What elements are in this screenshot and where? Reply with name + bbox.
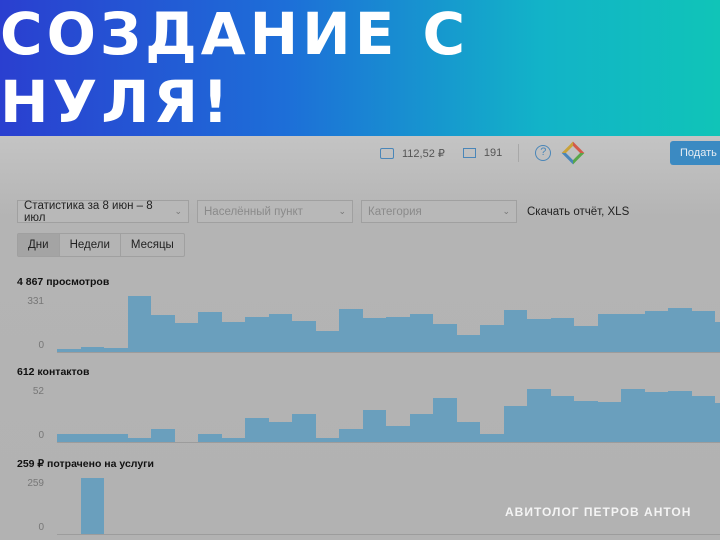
contacts-bar[interactable]: [597, 401, 621, 442]
views-bar[interactable]: [151, 315, 175, 352]
views-bar[interactable]: [550, 318, 574, 352]
contacts-bar[interactable]: [691, 396, 715, 442]
contacts-bar[interactable]: [433, 397, 457, 442]
contacts-bar[interactable]: [715, 403, 720, 442]
views-bar[interactable]: [80, 346, 104, 352]
contacts-bar[interactable]: [315, 438, 339, 442]
contacts-bar[interactable]: [151, 429, 175, 442]
wallet-icon: [380, 147, 394, 159]
contacts-bar[interactable]: [527, 388, 551, 442]
contacts-bar[interactable]: [57, 433, 81, 442]
contacts-bar[interactable]: [339, 429, 363, 442]
views-bar[interactable]: [503, 309, 527, 352]
y-tick-max: 259: [27, 478, 44, 489]
contacts-bar[interactable]: [409, 414, 433, 442]
category-select[interactable]: Категория ⌄: [361, 200, 517, 223]
promo-banner: СОЗДАНИЕ С НУЛЯ!: [0, 0, 720, 136]
contacts-chart-title: 612 контактов: [17, 366, 90, 378]
contacts-bar[interactable]: [80, 433, 104, 442]
tab-days[interactable]: Дни: [18, 234, 60, 256]
views-bar[interactable]: [597, 314, 621, 352]
contacts-bar[interactable]: [621, 388, 645, 442]
contacts-bar[interactable]: [668, 390, 692, 442]
avito-stats-screenshot: 112,52 ₽ 191 ? Подать объявление Статист…: [0, 136, 720, 540]
contacts-bar[interactable]: [268, 422, 292, 442]
views-bar[interactable]: [433, 324, 457, 352]
views-bar[interactable]: [268, 314, 292, 352]
period-select[interactable]: Статистика за 8 июн – 8 июл ⌄: [17, 199, 189, 224]
contacts-bar[interactable]: [456, 422, 480, 442]
contacts-bar[interactable]: [245, 417, 269, 442]
views-bar[interactable]: [456, 335, 480, 352]
divider: [518, 144, 520, 162]
contacts-bar[interactable]: [221, 438, 245, 442]
contacts-bar[interactable]: [574, 400, 598, 442]
views-bar[interactable]: [339, 308, 363, 352]
views-bar[interactable]: [668, 307, 692, 352]
spend-chart-title: 259 ₽ потрачено на услуги: [17, 458, 154, 470]
filters: Статистика за 8 июн – 8 июл ⌄ Населённый …: [17, 199, 630, 224]
views-bar[interactable]: [104, 348, 128, 352]
contacts-bar[interactable]: [550, 396, 574, 442]
chevron-down-icon: ⌄: [502, 206, 510, 216]
bonuses[interactable]: 191: [483, 147, 503, 159]
contacts-bar[interactable]: [198, 433, 222, 442]
views-bar[interactable]: [480, 324, 504, 352]
city-select[interactable]: Населённый пункт ⌄: [197, 200, 353, 223]
city-placeholder: Населённый пункт: [204, 205, 303, 218]
views-bar[interactable]: [409, 314, 433, 352]
views-bar[interactable]: [292, 321, 316, 352]
balance[interactable]: 112,52 ₽: [402, 147, 445, 160]
y-tick-zero: 0: [38, 522, 44, 533]
period-value: Статистика за 8 июн – 8 июл: [24, 199, 153, 224]
views-bar[interactable]: [315, 331, 339, 352]
views-bar[interactable]: [57, 349, 81, 352]
contacts-bar[interactable]: [503, 406, 527, 442]
chevron-down-icon: ⌄: [174, 206, 182, 216]
views-bar[interactable]: [574, 325, 598, 352]
views-bar[interactable]: [198, 312, 222, 352]
y-tick-zero: 0: [38, 340, 44, 351]
banner-title: СОЗДАНИЕ С НУЛЯ!: [0, 0, 470, 136]
contacts-bar[interactable]: [104, 433, 128, 442]
x-axis-baseline: [57, 352, 720, 353]
spend-bar[interactable]: [80, 478, 104, 534]
views-bar[interactable]: [621, 314, 645, 352]
views-bar[interactable]: [644, 310, 668, 352]
views-bar[interactable]: [221, 322, 245, 352]
tab-months[interactable]: Месяцы: [130, 239, 174, 251]
contacts-bar[interactable]: [127, 438, 151, 442]
contacts-bar[interactable]: [480, 433, 504, 442]
avito-logo-icon[interactable]: [561, 141, 585, 165]
y-tick-max: 331: [27, 296, 44, 307]
contacts-bar[interactable]: [362, 409, 386, 442]
chevron-down-icon: ⌄: [338, 206, 346, 216]
views-bar[interactable]: [386, 317, 410, 352]
category-placeholder: Категория: [368, 205, 422, 218]
tab-weeks[interactable]: Недели: [60, 234, 121, 256]
contacts-bar[interactable]: [292, 414, 316, 442]
post-ad-button[interactable]: Подать объявление: [670, 141, 720, 165]
views-bar[interactable]: [527, 319, 551, 352]
y-tick-max: 52: [32, 386, 44, 397]
views-bar[interactable]: [127, 296, 151, 352]
contacts-bar[interactable]: [644, 391, 668, 442]
views-chart-title: 4 867 просмотров: [17, 276, 110, 288]
period-tabs: Дни Недели Месяцы: [17, 233, 185, 257]
views-bar[interactable]: [245, 317, 269, 352]
top-bar: 112,52 ₽ 191 ?: [380, 141, 585, 165]
views-bar[interactable]: [362, 318, 386, 352]
card-icon: [462, 148, 476, 158]
question-icon[interactable]: ?: [535, 145, 552, 161]
x-axis-baseline: [57, 442, 720, 443]
views-bar[interactable]: [715, 321, 720, 352]
views-bar[interactable]: [174, 322, 198, 352]
views-bar[interactable]: [691, 311, 715, 352]
y-tick-zero: 0: [38, 430, 44, 441]
download-report-link[interactable]: Скачать отчёт, XLS: [527, 205, 630, 218]
x-axis-baseline: [57, 534, 720, 535]
contacts-bar[interactable]: [386, 425, 410, 442]
watermark: АВИТОЛОГ ПЕТРОВ АНТОН: [505, 505, 692, 519]
